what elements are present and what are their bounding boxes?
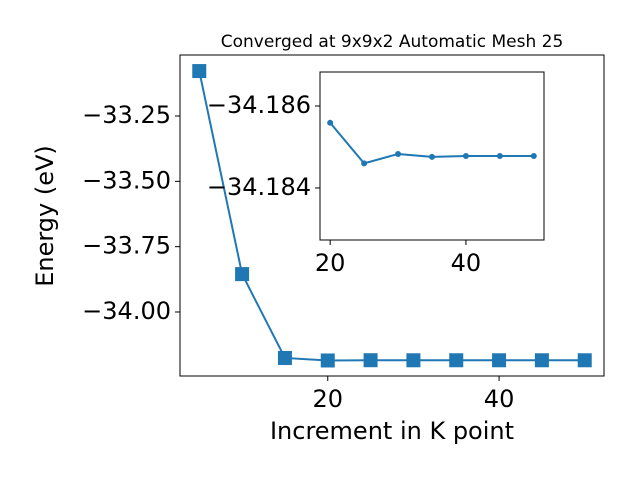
y-tick-label: −34.184 [207,173,311,201]
marker [449,353,464,368]
marker [462,153,469,159]
x-tick-label: 40 [484,385,515,413]
marker [235,267,250,282]
x-tick-label: 40 [451,249,482,277]
marker [534,353,549,368]
marker [361,160,368,167]
marker [406,353,421,368]
y-tick-label: −33.25 [82,101,171,129]
y-tick-label: −33.50 [82,166,171,194]
y-tick-label: −34.186 [207,91,311,119]
marker [327,119,334,126]
marker [192,64,207,79]
marker [496,153,503,159]
marker [429,153,435,160]
marker [577,353,592,368]
marker [492,353,507,368]
marker [363,353,378,368]
y-tick-label: −34.00 [82,297,171,325]
y-tick-label: −33.75 [82,232,171,260]
y-axis-label: Energy (eV) [31,145,59,287]
series-line [198,70,585,362]
x-axis-label: Increment in K point [270,417,514,445]
marker [530,153,537,159]
marker [395,150,402,157]
x-tick-label: 20 [315,249,346,277]
marker [277,350,292,365]
marker [320,353,335,368]
x-tick-label: 20 [312,385,343,413]
chart-title: Converged at 9x9x2 Automatic Mesh 25 [221,32,564,52]
